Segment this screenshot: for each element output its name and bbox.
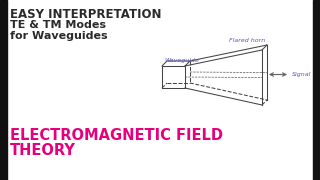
- Text: TE & TM Modes: TE & TM Modes: [10, 20, 106, 30]
- Text: Waveguide: Waveguide: [164, 58, 199, 63]
- Bar: [313, 0, 320, 180]
- Text: Signal: Signal: [292, 72, 311, 77]
- Text: Flared horn: Flared horn: [229, 38, 265, 43]
- Text: THEORY: THEORY: [10, 143, 76, 158]
- Text: for Waveguides: for Waveguides: [10, 31, 108, 41]
- Bar: [0, 0, 7, 180]
- Text: ELECTROMAGNETIC FIELD: ELECTROMAGNETIC FIELD: [10, 128, 223, 143]
- Text: EASY INTERPRETATION: EASY INTERPRETATION: [10, 8, 162, 21]
